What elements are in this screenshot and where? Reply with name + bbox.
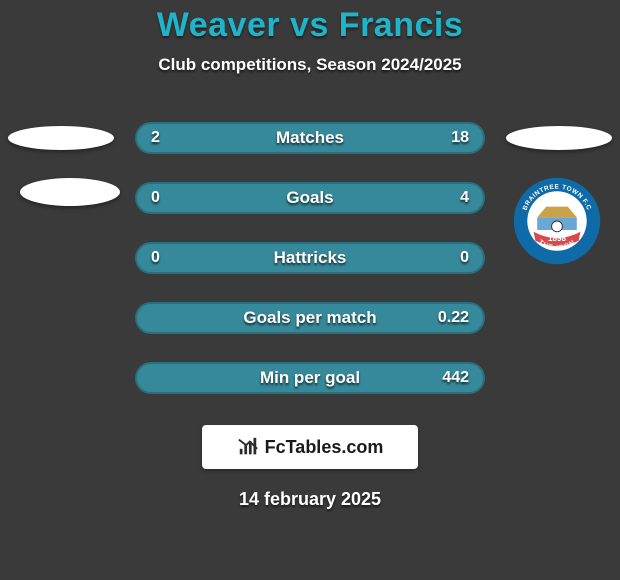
stat-right-value: 18 bbox=[451, 129, 469, 147]
stat-bar: 2 Matches 18 bbox=[135, 122, 485, 154]
stat-label: Goals bbox=[286, 188, 333, 208]
stat-bar: 0 Goals 4 bbox=[135, 182, 485, 214]
stat-left-value: 0 bbox=[151, 189, 160, 207]
stat-bar: 0 Hattricks 0 bbox=[135, 242, 485, 274]
stat-label: Hattricks bbox=[274, 248, 347, 268]
bar-chart-icon bbox=[237, 436, 259, 458]
stat-right-value: 0 bbox=[460, 249, 469, 267]
brand-text: FcTables.com bbox=[265, 437, 384, 458]
stat-row: Min per goal 442 bbox=[0, 355, 620, 401]
stat-bar: Goals per match 0.22 bbox=[135, 302, 485, 334]
stat-left-value: 0 bbox=[151, 249, 160, 267]
subtitle: Club competitions, Season 2024/2025 bbox=[0, 55, 620, 75]
stat-rows: 2 Matches 18 0 Goals 4 0 Hattricks 0 Goals per ma… bbox=[0, 115, 620, 401]
stat-row: Goals per match 0.22 bbox=[0, 295, 620, 341]
stat-label: Goals per match bbox=[243, 308, 376, 328]
stat-right-value: 4 bbox=[460, 189, 469, 207]
stat-right-value: 442 bbox=[442, 369, 469, 387]
page-title: Weaver vs Francis bbox=[0, 6, 620, 45]
date-text: 14 february 2025 bbox=[0, 489, 620, 510]
stat-row: 0 Hattricks 0 bbox=[0, 235, 620, 281]
stat-label: Matches bbox=[276, 128, 344, 148]
brand-box: FcTables.com bbox=[202, 425, 418, 469]
stat-label: Min per goal bbox=[260, 368, 360, 388]
stat-bar: Min per goal 442 bbox=[135, 362, 485, 394]
stat-row: 0 Goals 4 bbox=[0, 175, 620, 221]
comparison-card: Weaver vs Francis Club competitions, Sea… bbox=[0, 0, 620, 580]
stat-row: 2 Matches 18 bbox=[0, 115, 620, 161]
stat-left-value: 2 bbox=[151, 129, 160, 147]
stat-right-value: 0.22 bbox=[438, 309, 469, 327]
